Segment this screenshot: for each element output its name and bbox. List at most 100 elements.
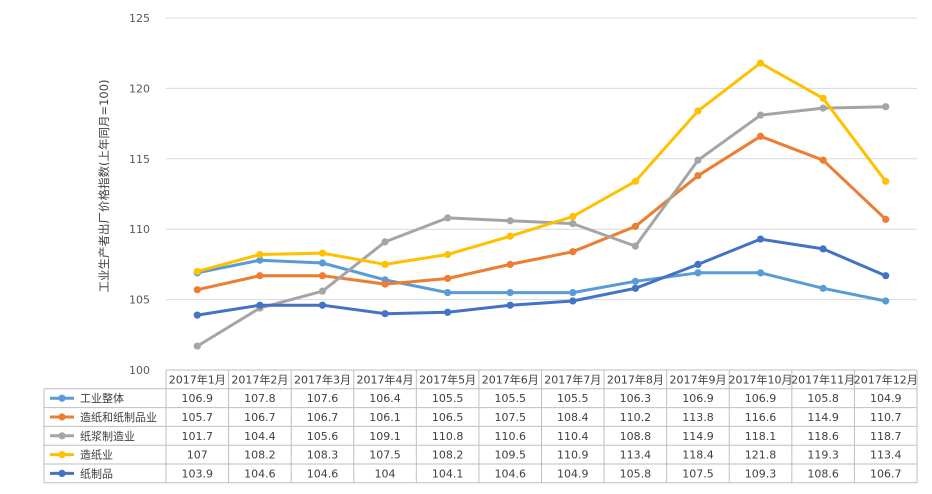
data-label: 107.5 bbox=[494, 411, 526, 424]
data-point bbox=[756, 59, 765, 67]
data-label: 109.5 bbox=[494, 449, 526, 462]
data-label: 106.9 bbox=[682, 392, 714, 405]
data-label: 108.2 bbox=[244, 449, 276, 462]
data-point bbox=[819, 156, 827, 164]
data-label: 106.4 bbox=[369, 392, 401, 405]
x-tick-label: 2017年4月 bbox=[357, 372, 414, 386]
series-line bbox=[196, 61, 887, 273]
data-label: 109.1 bbox=[369, 430, 401, 443]
data-label: 110.4 bbox=[557, 430, 589, 443]
series-line bbox=[196, 134, 887, 292]
x-tick-label: 2017年7月 bbox=[544, 372, 601, 386]
x-tick-label: 2017年11月 bbox=[791, 372, 855, 386]
x-tick-label: 2017年10月 bbox=[729, 372, 793, 386]
data-point bbox=[256, 256, 264, 264]
data-point bbox=[256, 301, 264, 309]
data-label: 110.2 bbox=[620, 411, 652, 424]
data-label: 104.6 bbox=[307, 467, 339, 480]
data-point bbox=[694, 269, 702, 277]
data-label: 104.9 bbox=[557, 467, 589, 480]
data-point bbox=[694, 156, 702, 164]
y-tick-label: 125 bbox=[129, 12, 150, 25]
data-point bbox=[882, 215, 890, 223]
data-label: 107 bbox=[187, 449, 208, 462]
data-label: 110.7 bbox=[870, 411, 902, 424]
data-label: 105.8 bbox=[620, 467, 652, 480]
data-point bbox=[756, 235, 765, 243]
data-label: 119.3 bbox=[807, 449, 839, 462]
data-point bbox=[193, 267, 201, 276]
series-line bbox=[196, 105, 886, 348]
data-label: 114.9 bbox=[682, 430, 714, 443]
legend-swatch-marker bbox=[58, 413, 66, 421]
data-label: 106.9 bbox=[182, 392, 214, 405]
data-label: 108.2 bbox=[432, 449, 464, 462]
data-point bbox=[569, 219, 577, 228]
x-tick-label: 2017年2月 bbox=[231, 372, 288, 386]
legend-entry: 工业整体 bbox=[80, 391, 124, 405]
data-label: 107.8 bbox=[244, 392, 276, 405]
x-tick-label: 2017年9月 bbox=[669, 372, 726, 386]
data-point bbox=[318, 287, 327, 295]
data-point bbox=[381, 280, 389, 288]
y-tick-label: 115 bbox=[129, 153, 150, 166]
data-point bbox=[506, 217, 514, 225]
data-label: 103.9 bbox=[182, 467, 214, 480]
data-label: 107.5 bbox=[682, 467, 714, 480]
data-point bbox=[506, 288, 514, 297]
data-label: 106.7 bbox=[870, 467, 902, 480]
data-point bbox=[819, 94, 827, 102]
x-tick-label: 2017年3月 bbox=[294, 372, 351, 386]
data-point bbox=[506, 301, 514, 309]
series-lines bbox=[193, 59, 890, 350]
data-label: 110.9 bbox=[557, 449, 589, 462]
data-label: 104.4 bbox=[244, 430, 276, 443]
data-point bbox=[381, 260, 389, 268]
data-point bbox=[506, 260, 514, 268]
data-point bbox=[694, 260, 702, 268]
data-label: 113.4 bbox=[870, 449, 902, 462]
data-point bbox=[256, 250, 264, 259]
data-point bbox=[631, 284, 639, 292]
data-point bbox=[318, 272, 327, 280]
data-label: 105.5 bbox=[432, 392, 464, 405]
data-point bbox=[756, 132, 765, 140]
data-point bbox=[444, 250, 452, 259]
data-label: 105.5 bbox=[494, 392, 526, 405]
data-point bbox=[444, 308, 452, 316]
data-label: 114.9 bbox=[807, 411, 839, 424]
data-label: 108.4 bbox=[557, 411, 589, 424]
data-label: 121.8 bbox=[745, 449, 777, 462]
data-point bbox=[444, 288, 452, 297]
data-label: 116.6 bbox=[745, 411, 777, 424]
data-point bbox=[631, 277, 639, 285]
data-label: 105.5 bbox=[557, 392, 589, 405]
data-label: 106.7 bbox=[244, 411, 276, 424]
data-label: 118.7 bbox=[870, 430, 902, 443]
data-label: 105.7 bbox=[182, 411, 214, 424]
data-point bbox=[318, 259, 327, 267]
data-point bbox=[882, 177, 890, 185]
data-label: 106.3 bbox=[620, 392, 652, 405]
y-axis-ticks: 100 105 110 115 120 125 bbox=[129, 12, 150, 377]
y-tick-label: 100 bbox=[129, 364, 150, 377]
data-point bbox=[256, 272, 264, 280]
data-label: 109.3 bbox=[745, 467, 777, 480]
y-tick-label: 110 bbox=[129, 223, 150, 236]
legend-swatch-marker bbox=[58, 432, 66, 440]
data-point bbox=[193, 342, 201, 350]
data-label: 118.1 bbox=[745, 430, 777, 443]
data-label: 118.6 bbox=[807, 430, 839, 443]
data-point bbox=[381, 238, 389, 246]
data-point bbox=[569, 212, 577, 221]
legend-entry: 纸浆制造业 bbox=[80, 429, 135, 443]
legend-entry: 造纸和纸制品业 bbox=[80, 410, 157, 424]
x-tick-label: 2017年1月 bbox=[169, 372, 226, 386]
data-point bbox=[819, 245, 827, 253]
y-axis-label: 工业生产者出厂价格指数(上年同月=100) bbox=[97, 79, 111, 292]
data-point bbox=[444, 214, 452, 222]
data-point bbox=[882, 297, 890, 305]
data-label: 106.1 bbox=[369, 411, 401, 424]
data-label: 110.8 bbox=[432, 430, 464, 443]
data-point bbox=[569, 297, 577, 305]
